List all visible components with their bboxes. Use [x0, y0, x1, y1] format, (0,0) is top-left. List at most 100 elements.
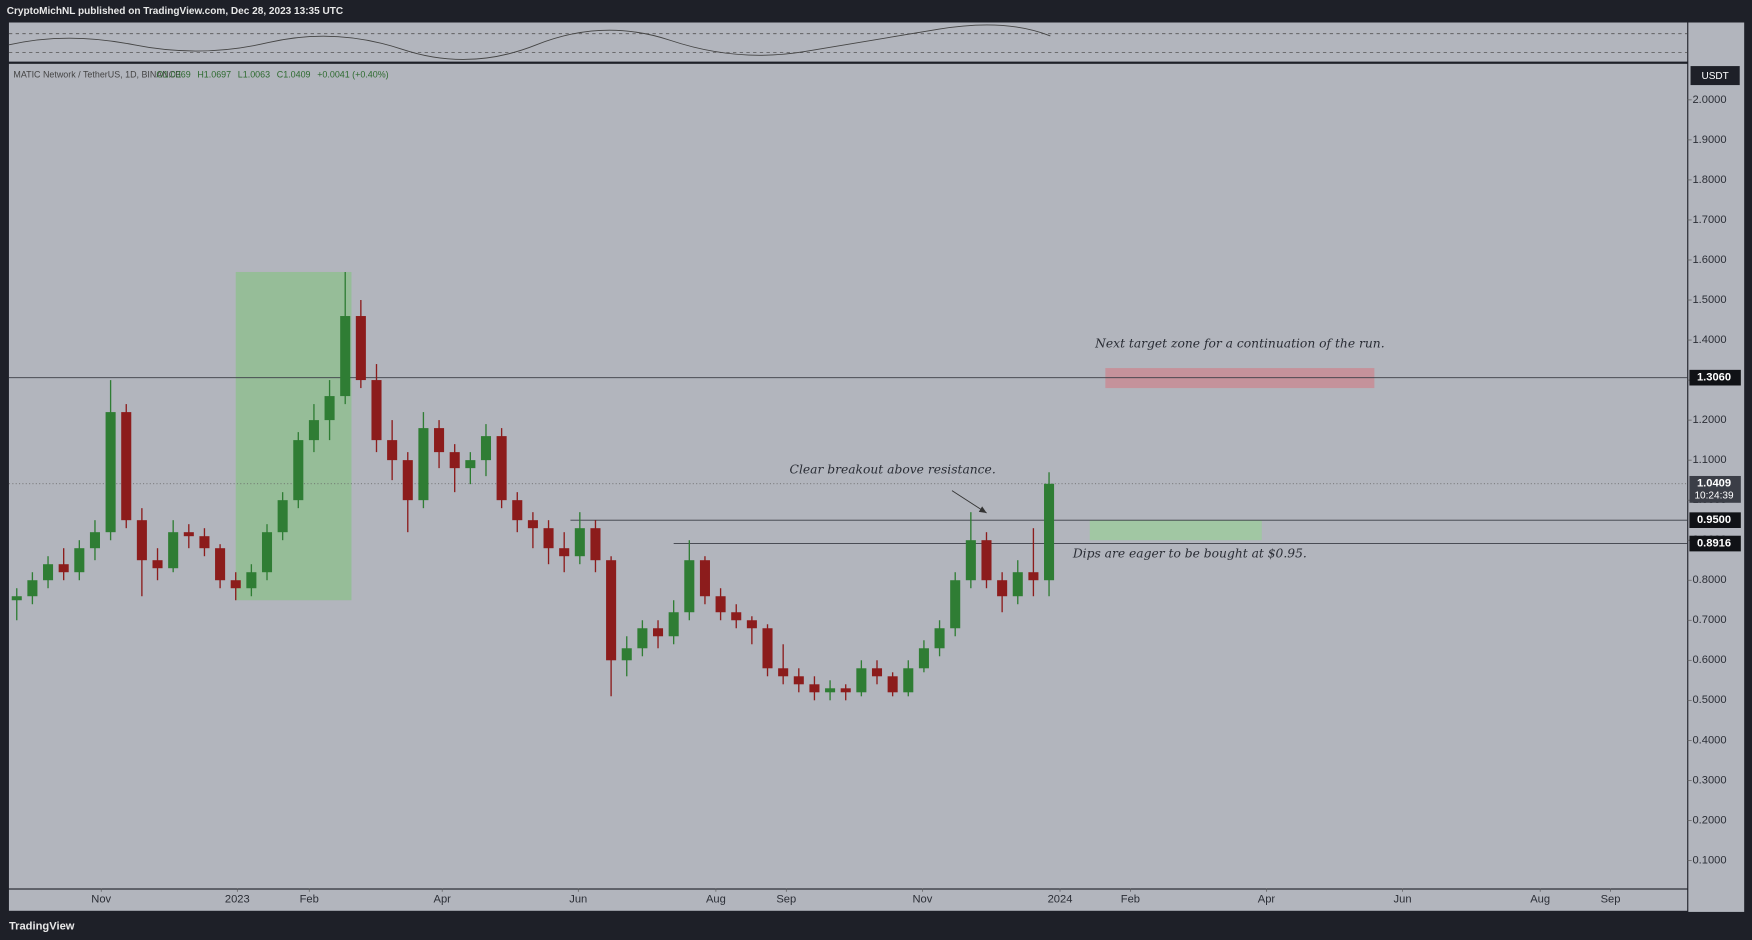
candle-body: [74, 548, 85, 573]
candle-body: [621, 648, 632, 661]
y-tick-label: 0.7000: [1692, 614, 1726, 626]
candle-body: [887, 676, 898, 693]
y-tick-label: 1.2000: [1692, 414, 1726, 426]
candle-body: [840, 688, 851, 693]
candle-body: [215, 548, 226, 581]
symbol-label: MATIC Network / TetherUS, 1D, BINANCE: [13, 69, 181, 79]
ohlc-value: H1.0697: [197, 69, 231, 79]
y-tick-label: 2.0000: [1692, 94, 1726, 106]
ohlc-value: C1.0409: [277, 69, 311, 79]
currency-label: USDT: [1701, 71, 1728, 82]
candle-body: [918, 648, 929, 669]
candle-body: [1012, 572, 1023, 597]
x-tick-label: Aug: [1530, 894, 1550, 906]
currency-box: [1690, 66, 1740, 86]
candle-body: [653, 628, 664, 637]
annotation: Clear breakout above resistance.: [790, 463, 996, 477]
y-tick-label: 0.2000: [1692, 814, 1726, 826]
candle-body: [480, 436, 492, 461]
ohlc-value: L1.0063: [238, 69, 270, 79]
publish-header: CryptoMichNL published on TradingView.co…: [7, 6, 343, 17]
candle-body: [199, 536, 210, 549]
candle-body: [11, 596, 22, 601]
candle-body: [1044, 483, 1055, 581]
rsi-line: [8, 24, 1051, 60]
level-tag: [1689, 369, 1741, 386]
level-tag: [1689, 535, 1741, 552]
y-tick-label: 1.1000: [1692, 454, 1726, 466]
time-axis: [8, 889, 1688, 911]
x-tick-label: Feb: [300, 894, 319, 906]
zone: [235, 271, 352, 601]
candle-body: [590, 528, 601, 561]
candle-body: [355, 316, 366, 381]
rsi-pane: [8, 22, 1688, 62]
candle-body: [746, 620, 757, 629]
level-label: 1.3060: [1697, 372, 1731, 384]
candle-body: [668, 612, 679, 637]
candle-body: [527, 520, 538, 529]
candle-body: [434, 428, 445, 453]
candle-body: [246, 572, 257, 589]
candle-body: [387, 440, 398, 461]
candle-body: [997, 580, 1008, 597]
x-tick-label: Aug: [706, 894, 726, 906]
y-tick-label: 0.5000: [1692, 694, 1726, 706]
candle-body: [293, 440, 304, 501]
candle-body: [934, 628, 945, 649]
candle-body: [168, 532, 179, 569]
candle-body: [965, 540, 976, 581]
candle-body: [43, 564, 54, 581]
y-tick-label: 1.5000: [1692, 294, 1726, 306]
candle-body: [418, 428, 429, 501]
candle-body: [715, 596, 726, 613]
y-tick-label: 0.3000: [1692, 774, 1726, 786]
brand: TradingView: [9, 920, 75, 932]
y-tick-label: 1.7000: [1692, 214, 1726, 226]
candle-body: [465, 460, 476, 469]
x-tick-label: 2023: [225, 894, 250, 906]
countdown: 10:24:39: [1694, 491, 1734, 502]
candle-body: [731, 612, 742, 621]
ohlc-value: +0.0041 (+0.40%): [317, 69, 388, 79]
last-price-label: 1.0409: [1697, 478, 1731, 490]
price-axis: [1688, 22, 1745, 912]
candle-body: [324, 396, 335, 421]
candle-body: [136, 520, 147, 561]
candle-body: [809, 684, 820, 693]
y-tick-label: 0.1000: [1692, 854, 1726, 866]
candle-body: [793, 676, 804, 685]
candle-body: [512, 500, 523, 521]
candle-body: [543, 528, 554, 549]
candle-body: [89, 532, 100, 549]
candle-body: [230, 580, 241, 589]
candle-body: [152, 560, 163, 569]
y-tick-label: 1.4000: [1692, 334, 1726, 346]
candle-body: [371, 380, 382, 441]
candle-body: [27, 580, 38, 597]
x-tick-label: 2024: [1048, 894, 1073, 906]
candle-body: [606, 560, 617, 661]
candle-body: [496, 436, 507, 501]
x-tick-label: Sep: [776, 894, 796, 906]
candle-body: [261, 532, 273, 573]
x-tick-label: Apr: [434, 894, 452, 906]
candle-body: [762, 628, 773, 669]
candle-body: [277, 500, 288, 533]
candle-body: [684, 560, 695, 613]
candle-body: [559, 548, 570, 557]
candle-body: [340, 316, 351, 397]
candle-body: [637, 628, 648, 649]
candle-body: [574, 528, 585, 557]
candle-body: [950, 580, 961, 629]
candle-body: [58, 564, 69, 573]
candle-body: [449, 452, 460, 469]
candle-body: [183, 532, 194, 537]
y-tick-label: 0.8000: [1692, 574, 1726, 586]
y-tick-label: 1.8000: [1692, 174, 1726, 186]
candle-body: [105, 412, 116, 533]
level-label: 0.9500: [1697, 514, 1731, 526]
level-label: 0.8916: [1697, 538, 1731, 550]
ohlc-value: O1.0369: [156, 69, 190, 79]
